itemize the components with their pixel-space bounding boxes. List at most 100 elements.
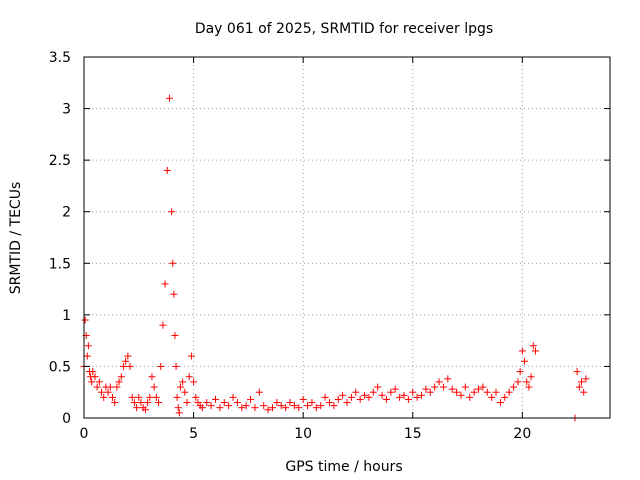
data-point	[308, 399, 316, 407]
data-point	[435, 378, 443, 386]
data-point	[225, 402, 233, 410]
data-point	[492, 388, 500, 396]
data-point	[409, 388, 417, 396]
data-point	[146, 393, 154, 401]
data-point	[444, 375, 452, 383]
data-point	[104, 388, 112, 396]
data-point	[157, 362, 165, 370]
data-point	[347, 393, 355, 401]
data-point	[141, 406, 149, 414]
data-point	[387, 388, 395, 396]
data-point	[81, 316, 89, 324]
data-point	[273, 399, 281, 407]
x-tick-label: 10	[294, 426, 312, 442]
data-point	[171, 331, 179, 339]
data-point	[510, 383, 518, 391]
data-point	[268, 404, 276, 412]
data-point	[233, 399, 241, 407]
data-point	[439, 383, 447, 391]
data-point	[448, 385, 456, 393]
grid	[84, 57, 610, 418]
data-point	[207, 402, 215, 410]
data-point	[334, 395, 342, 403]
plot-frame	[83, 56, 611, 419]
data-point	[88, 378, 96, 386]
data-point	[229, 393, 237, 401]
data-point	[496, 399, 504, 407]
data-point	[130, 399, 138, 407]
data-point	[575, 383, 583, 391]
data-point	[580, 388, 588, 396]
data-point	[374, 383, 382, 391]
data-point	[91, 373, 99, 381]
data-point	[422, 385, 430, 393]
data-point	[175, 409, 183, 417]
x-tick-label: 15	[404, 426, 422, 442]
data-point	[89, 368, 97, 376]
data-point	[83, 352, 91, 360]
y-tick-label: 2.5	[49, 153, 71, 169]
data-point	[361, 391, 369, 399]
data-point	[312, 404, 320, 412]
data-point	[582, 375, 590, 383]
data-point	[255, 388, 263, 396]
data-point	[98, 388, 106, 396]
data-point	[84, 342, 92, 350]
data-point	[286, 399, 294, 407]
data-point	[183, 399, 191, 407]
data-point	[299, 395, 307, 403]
x-tick-label: 20	[513, 426, 531, 442]
data-point	[106, 383, 114, 391]
data-point	[172, 362, 180, 370]
data-point	[295, 404, 303, 412]
data-point	[192, 393, 200, 401]
data-point	[238, 404, 246, 412]
data-point	[111, 399, 119, 407]
data-point	[413, 393, 421, 401]
data-point	[117, 373, 125, 381]
data-point	[282, 404, 290, 412]
data-point	[518, 347, 526, 355]
data-point	[179, 378, 187, 386]
x-axis-title: GPS time / hours	[285, 459, 402, 475]
data-point	[124, 352, 132, 360]
y-axis-title: SRMTID / TECUs	[8, 182, 24, 295]
x-tick-label: 0	[80, 426, 89, 442]
data-point	[190, 378, 198, 386]
data-point	[529, 342, 537, 350]
data-point	[108, 393, 116, 401]
data-point	[133, 404, 141, 412]
data-point	[573, 368, 581, 376]
x-tick-label: 5	[189, 426, 198, 442]
data-point	[523, 378, 531, 386]
data-point	[378, 391, 386, 399]
data-point	[150, 383, 158, 391]
data-point	[95, 378, 103, 386]
data-point	[203, 399, 211, 407]
data-point	[176, 383, 184, 391]
data-point	[343, 399, 351, 407]
data-point	[304, 402, 312, 410]
data-point	[122, 357, 130, 365]
data-point	[391, 385, 399, 393]
data-point	[148, 373, 156, 381]
data-point	[165, 94, 173, 102]
data-point	[483, 388, 491, 396]
data-point	[128, 393, 136, 401]
data-point	[135, 393, 143, 401]
data-point	[479, 383, 487, 391]
data-point	[330, 402, 338, 410]
data-point	[168, 208, 176, 216]
y-tick-label: 1.5	[49, 256, 71, 272]
data-point	[505, 388, 513, 396]
data-point	[264, 406, 272, 414]
data-point	[144, 399, 152, 407]
data-point	[216, 404, 224, 412]
data-point	[251, 404, 259, 412]
data-point	[277, 402, 285, 410]
chart-title: Day 061 of 2025, SRMTID for receiver lpg…	[195, 21, 493, 37]
data-point	[260, 402, 268, 410]
data-point	[352, 388, 360, 396]
